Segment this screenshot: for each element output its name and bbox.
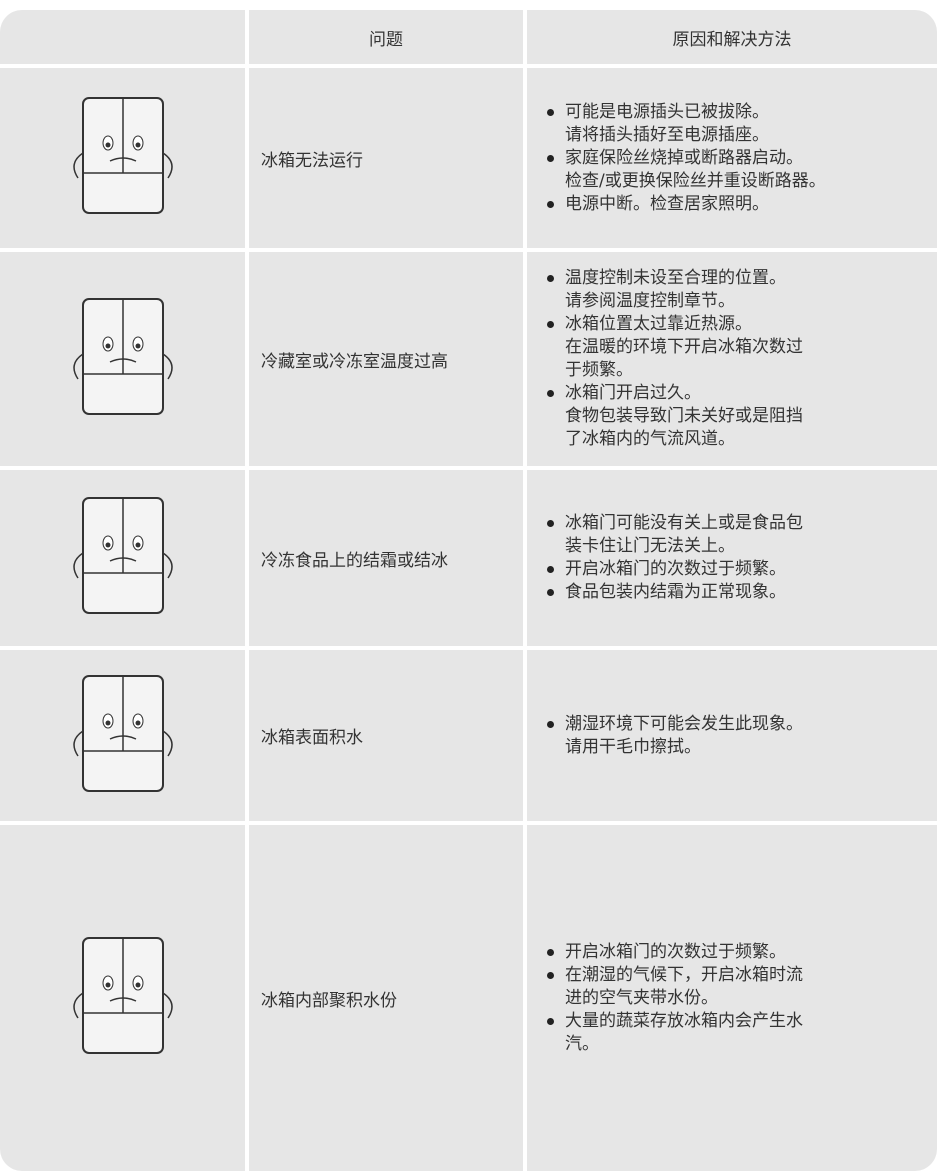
header-cell: 原因和解决方法: [527, 10, 937, 64]
solution-line: 家庭保险丝烧掉或断路器启动。: [565, 147, 803, 168]
image-cell: [0, 252, 245, 466]
solution-line: 进的空气夹带水份。: [565, 987, 718, 1008]
solution-item: 开启冰箱门的次数过于频繁。: [547, 558, 803, 581]
solution-line: 请将插头插好至电源插座。: [565, 124, 769, 145]
problem-cell: 冰箱内部聚积水份: [249, 825, 523, 1171]
problem-cell: 冷冻食品上的结霜或结冰: [249, 470, 523, 646]
header-cell: [0, 10, 245, 64]
solution-item: 食品包装内结霜为正常现象。: [547, 581, 803, 604]
illustration: [72, 298, 173, 415]
solution-item: 冰箱门开启过久。食物包装导致门未关好或是阻挡 了冰箱内的气流风道。: [547, 382, 803, 451]
solution-line: 在潮湿的气候下，开启冰箱时流: [565, 964, 803, 985]
solution-line: 请参阅温度控制章节。: [565, 291, 735, 311]
solution-line: 开启冰箱门的次数过于频繁。: [565, 941, 786, 962]
solution-item: 潮湿环境下可能会发生此现象。 请用干毛巾擦拭。: [547, 713, 803, 759]
header-cell: 问题: [249, 10, 523, 64]
solution-cell: 开启冰箱门的次数过于频繁。 在潮湿的气候下，开启冰箱时流 进的空气夹带水份。 大量的蔬…: [527, 825, 937, 1171]
problem-cell: 冰箱无法运行: [249, 68, 523, 248]
solution-line: 在温暖的环境下开启冰箱次数过: [565, 337, 803, 357]
solution-line: 冰箱门开启过久。: [565, 383, 701, 403]
solution-line: 请用干毛巾擦拭。: [565, 736, 701, 757]
solution-cell: 温度控制未设至合理的位置。 请参阅温度控制章节。 冰箱位置太过靠近热源。在温暖的环境…: [527, 252, 937, 466]
solution-cell: 可能是电源插头已被拔除。 请将插头插好至电源插座。 家庭保险丝烧掉或断路器启动。 检查…: [527, 68, 937, 248]
solution-cell: 潮湿环境下可能会发生此现象。 请用干毛巾擦拭。: [527, 650, 937, 821]
solution-line: 装卡住让门无法关上。: [565, 536, 735, 556]
illustration: [72, 497, 173, 614]
image-cell: [0, 825, 245, 1171]
solution-line: 开启冰箱门的次数过于频繁。: [565, 559, 786, 579]
solution-line: 可能是电源插头已被拔除。: [565, 101, 769, 122]
solution-item: 在潮湿的气候下，开启冰箱时流 进的空气夹带水份。: [547, 964, 803, 1010]
solution-line: 冰箱位置太过靠近热源。: [565, 314, 752, 334]
solution-item: 温度控制未设至合理的位置。 请参阅温度控制章节。: [547, 267, 803, 313]
solution-line: 食物包装导致门未关好或是阻挡: [565, 406, 803, 426]
solution-list: 冰箱门可能没有关上或是食品包 装卡住让门无法关上。 开启冰箱门的次数过于频繁。 食品包…: [547, 512, 803, 604]
image-cell: [0, 650, 245, 821]
solution-list: 开启冰箱门的次数过于频繁。 在潮湿的气候下，开启冰箱时流 进的空气夹带水份。 大量的蔬…: [547, 941, 803, 1056]
solution-list: 温度控制未设至合理的位置。 请参阅温度控制章节。 冰箱位置太过靠近热源。在温暖的环境…: [547, 267, 803, 451]
solution-line: 食品包装内结霜为正常现象。: [565, 582, 786, 602]
solution-item: 大量的蔬菜存放冰箱内会产生水 汽。: [547, 1010, 803, 1056]
solution-line: 冰箱门可能没有关上或是食品包: [565, 513, 803, 533]
solution-list: 潮湿环境下可能会发生此现象。 请用干毛巾擦拭。: [547, 713, 803, 759]
image-cell: [0, 470, 245, 646]
illustration: [72, 97, 173, 214]
illustration: [72, 674, 173, 792]
solution-line: 潮湿环境下可能会发生此现象。: [565, 713, 803, 734]
solution-item: 开启冰箱门的次数过于频繁。: [547, 941, 803, 964]
problem-cell: 冰箱表面积水: [249, 650, 523, 821]
solution-item: 可能是电源插头已被拔除。 请将插头插好至电源插座。: [547, 101, 826, 147]
solution-item: 冰箱位置太过靠近热源。在温暖的环境下开启冰箱次数过 于频繁。: [547, 313, 803, 382]
solution-item: 家庭保险丝烧掉或断路器启动。 检查/或更换保险丝并重设断路器。: [547, 147, 826, 193]
solution-line: 温度控制未设至合理的位置。: [565, 268, 786, 288]
solution-line: 大量的蔬菜存放冰箱内会产生水: [565, 1010, 803, 1031]
solution-list: 可能是电源插头已被拔除。 请将插头插好至电源插座。 家庭保险丝烧掉或断路器启动。 检查…: [547, 101, 826, 216]
solution-line: 汽。: [565, 1033, 599, 1054]
solution-line: 了冰箱内的气流风道。: [565, 429, 735, 449]
solution-line: 检查/或更换保险丝并重设断路器。: [565, 170, 826, 191]
problem-cell: 冷藏室或冷冻室温度过高: [249, 252, 523, 466]
solution-item: 电源中断。检查居家照明。: [547, 193, 826, 216]
solution-item: 冰箱门可能没有关上或是食品包 装卡住让门无法关上。: [547, 512, 803, 558]
solution-line: 于频繁。: [565, 360, 633, 380]
illustration: [72, 937, 173, 1054]
solution-cell: 冰箱门可能没有关上或是食品包 装卡住让门无法关上。 开启冰箱门的次数过于频繁。 食品包…: [527, 470, 937, 646]
solution-line: 电源中断。检查居家照明。: [565, 193, 769, 214]
image-cell: [0, 68, 245, 248]
